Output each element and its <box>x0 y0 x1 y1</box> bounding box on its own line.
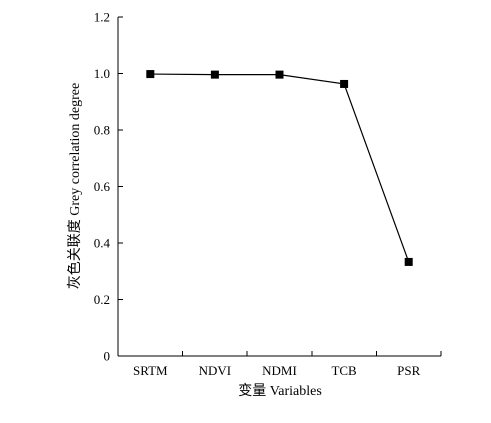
series-line <box>150 73 410 263</box>
series <box>146 70 413 266</box>
data-point <box>275 70 284 79</box>
x-tick-label: SRTM <box>133 363 168 378</box>
y-tick-label: 1.0 <box>94 66 110 81</box>
y-tick-label: 0.4 <box>94 236 111 251</box>
y-tick-label: 1.2 <box>94 10 110 25</box>
y-axis-title: 灰色关联度 Grey correlation degree <box>66 83 83 289</box>
data-point <box>340 79 349 88</box>
x-tick-label: NDVI <box>199 363 232 378</box>
y-tick-label: 0 <box>104 349 111 364</box>
data-point <box>210 70 219 79</box>
x-axis-title: 变量 Variables <box>238 383 322 399</box>
x-tick-label: NDMI <box>262 363 297 378</box>
axes <box>117 17 441 357</box>
y-tick-label: 0.6 <box>94 179 111 194</box>
y-axis-ticks: 0 0.2 0.4 0.6 0.8 1.0 1.2 <box>94 10 123 364</box>
x-tick-label: TCB <box>331 363 357 378</box>
data-point <box>404 257 413 266</box>
y-tick-label: 0.2 <box>94 292 110 307</box>
x-axis-ticks: SRTM NDVI NDMI TCB PSR <box>117 351 442 378</box>
y-tick-label: 0.8 <box>94 123 110 138</box>
data-point <box>146 70 155 79</box>
x-tick-label: PSR <box>397 363 420 378</box>
